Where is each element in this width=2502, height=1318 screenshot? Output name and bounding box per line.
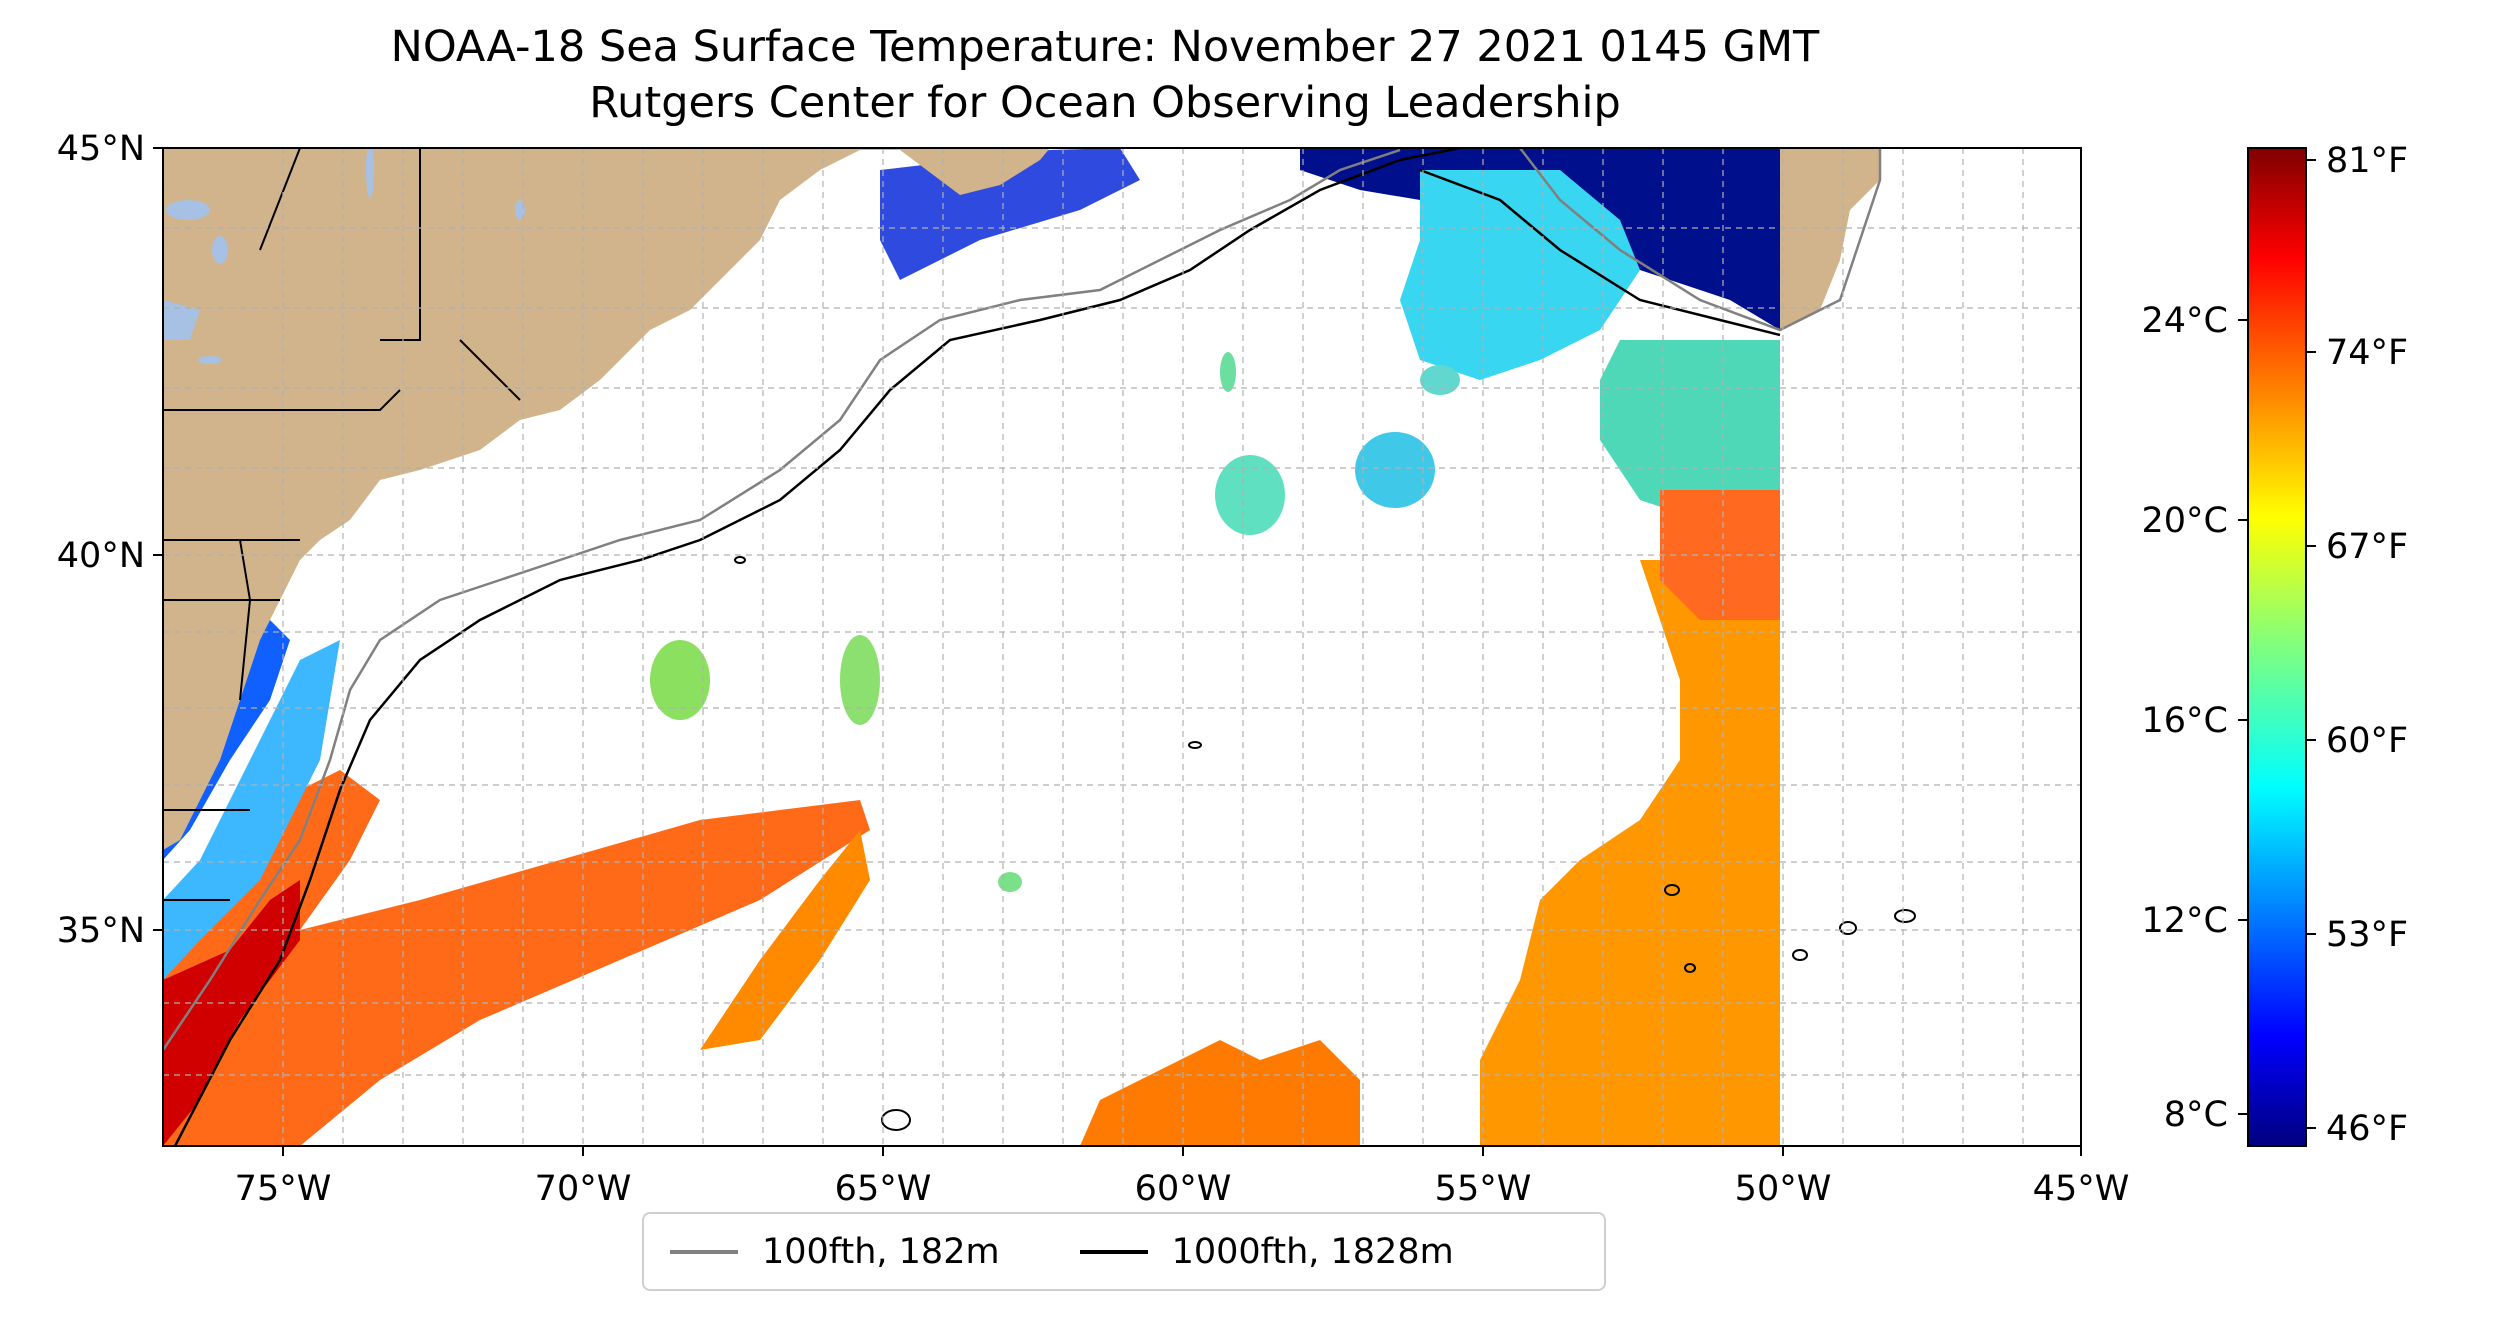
isobath-100fth-line <box>163 148 1401 1051</box>
colorbar-celsius-label: 24°C <box>2142 301 2228 341</box>
colorbar-fahrenheit-label: 81°F <box>2326 141 2408 181</box>
axis-ticks <box>153 147 2082 1156</box>
sst-blob-6 <box>998 872 1022 892</box>
land-mass <box>163 148 1050 850</box>
sst-patch-south <box>1080 1040 1360 1146</box>
sst-patch-mid-south <box>700 830 870 1050</box>
legend-line-gray <box>670 1249 738 1254</box>
sst-patch-ne-green <box>1600 340 1780 520</box>
sst-patch-gulfstream-core <box>163 880 300 1146</box>
colorbar-ticks <box>2238 159 2316 1129</box>
isobath-ne-black <box>1419 168 1781 337</box>
map-panel <box>163 148 2081 1146</box>
legend-label: 100fth, 182m <box>762 1231 1000 1272</box>
map-title: NOAA-18 Sea Surface Temperature: Novembe… <box>390 22 1820 72</box>
lat-tick-label: 40°N <box>57 536 145 576</box>
lon-tick-label: 65°W <box>835 1169 932 1209</box>
sst-patch-gulfstream <box>163 770 870 1146</box>
colorbar-fahrenheit-label: 53°F <box>2326 915 2408 955</box>
sst-patch-east-warm <box>1480 560 1780 1146</box>
sst-patch-labrador-mix <box>1400 170 1640 380</box>
colorbar-celsius-label: 16°C <box>2142 701 2228 741</box>
lon-tick-label: 75°W <box>235 1169 332 1209</box>
legend-item-100fth: 100fth, 182m <box>670 1232 1000 1272</box>
colorbar-fahrenheit-label: 67°F <box>2326 527 2408 567</box>
legend-line-black <box>1079 1249 1148 1254</box>
sst-patch-shelf <box>163 640 340 980</box>
colorbar-celsius-label: 20°C <box>2142 501 2228 541</box>
sst-blob-2 <box>1355 432 1435 508</box>
lakes <box>163 148 525 364</box>
lon-tick-label: 55°W <box>1435 1169 1532 1209</box>
lat-tick-label: 45°N <box>57 129 145 169</box>
legend-item-1000fth: 1000fth, 1828m <box>1079 1231 1454 1272</box>
lon-tick-label: 70°W <box>535 1169 632 1209</box>
seamounts <box>734 556 1916 1131</box>
lon-tick-label: 45°W <box>2033 1169 2130 1209</box>
sst-blob-4 <box>650 640 710 720</box>
colorbar-fahrenheit-label: 74°F <box>2326 333 2408 373</box>
colorbar-celsius-label: 12°C <box>2142 901 2228 941</box>
lon-tick-label: 60°W <box>1135 1169 1232 1209</box>
isobath-1000fth-line <box>173 148 1461 1146</box>
lat-tick-label: 35°N <box>57 911 145 951</box>
sst-blob-5 <box>840 635 880 725</box>
sst-blob-7 <box>1420 365 1460 395</box>
state-borders <box>163 148 521 901</box>
colorbar-fahrenheit-label: 46°F <box>2326 1109 2408 1149</box>
map-subtitle: Rutgers Center for Ocean Observing Leade… <box>589 78 1621 128</box>
lon-tick-label: 50°W <box>1735 1169 1832 1209</box>
colorbar-fahrenheit-label: 60°F <box>2326 721 2408 761</box>
legend-label: 1000fth, 1828m <box>1171 1231 1454 1272</box>
map-gridlines <box>163 148 2081 1146</box>
colorbar-celsius-label: 8°C <box>2164 1095 2228 1135</box>
map-frame <box>162 147 2082 1147</box>
sst-blob-1 <box>1215 455 1285 535</box>
colorbar: 24°C 20°C 16°C 12°C 8°C 81°F 74°F 67°F 6… <box>2142 141 2409 1149</box>
isobath-ne-gray <box>1519 148 1882 332</box>
land-mass-ne <box>1780 148 2081 1146</box>
sst-blob-3 <box>1220 352 1236 392</box>
legend: 100fth, 182m 1000fth, 1828m <box>642 1212 1606 1291</box>
colorbar-gradient <box>2247 147 2307 1147</box>
